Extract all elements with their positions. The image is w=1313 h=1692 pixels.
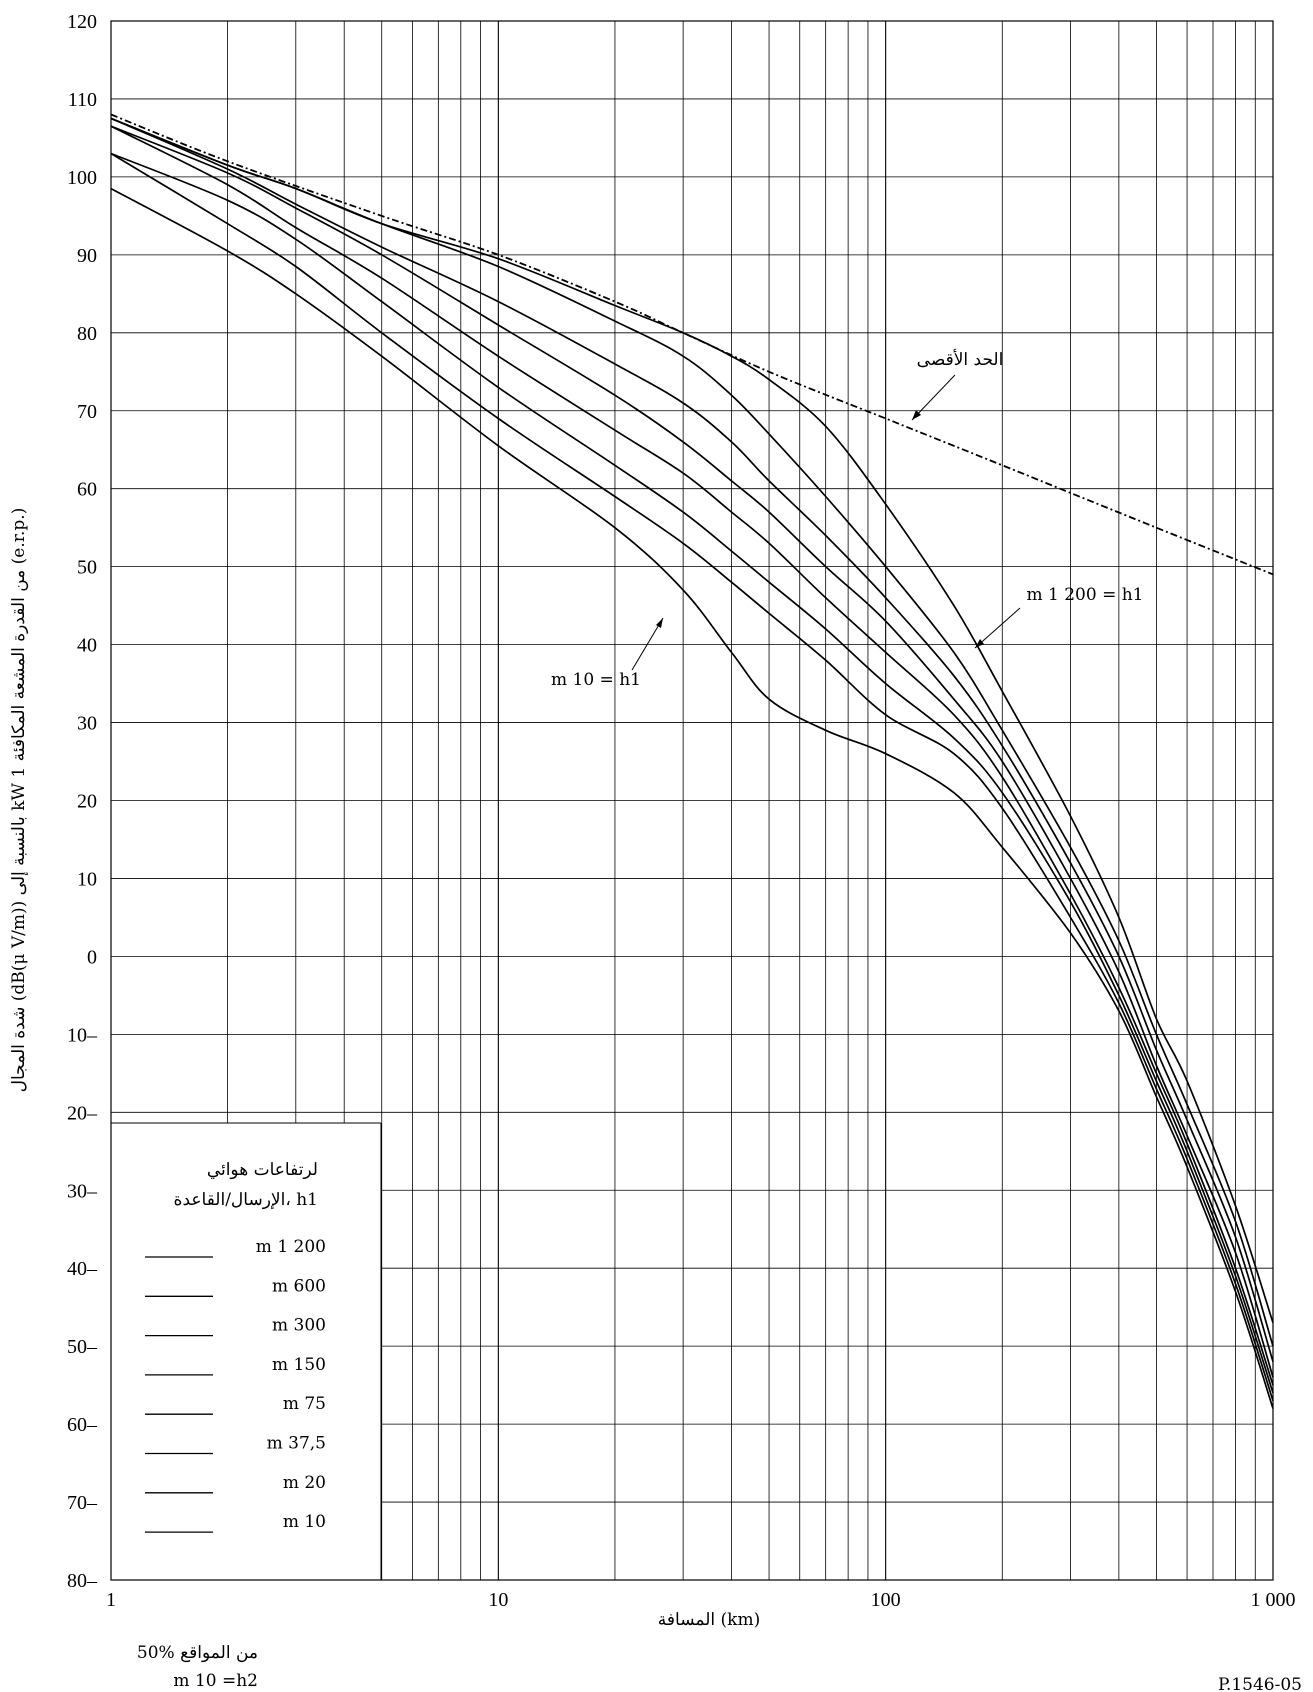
annotation-max: الحد الأقصى (917, 349, 1004, 370)
y-tick-label: 120 (67, 11, 97, 33)
y-tick-label: 40 (77, 635, 97, 657)
legend-title-line1: لرتفاعات هوائي (207, 1160, 318, 1180)
arrow-h1-10 (631, 617, 664, 671)
y-tick-label: 110 (68, 89, 97, 111)
arrow-max (911, 374, 956, 421)
y-axis-label: شدة المجال (dB(μ V/m)) بالنسبة إلى kW 1 … (9, 508, 29, 1093)
y-tick-label: 30– (67, 1180, 98, 1202)
arrowhead-max (912, 410, 921, 420)
series-line (110, 152, 1274, 1394)
y-tick-label: 70– (67, 1492, 98, 1514)
legend-label: m 300 (272, 1316, 326, 1336)
y-tick-label: 40– (67, 1258, 98, 1280)
y-tick-label: 60 (77, 479, 97, 501)
axes (110, 20, 1274, 1581)
x-tick-label: 100 (871, 1589, 901, 1611)
grid (111, 21, 1273, 1580)
x-axis-label: المسافة (km) (658, 1610, 760, 1630)
figure-code: P.1546-05 (1218, 1675, 1302, 1692)
annotation-h1-10: m 10 = h1 (551, 670, 641, 690)
y-tick-label: 10 (77, 868, 97, 890)
legend-label: m 75 (283, 1394, 326, 1414)
legend-label: m 10 (283, 1512, 326, 1532)
legend-background (111, 1123, 381, 1580)
y-tick-label: 80 (77, 323, 97, 345)
y-tick-label: 70 (77, 401, 97, 423)
y-tick-label: 80– (67, 1570, 98, 1592)
y-tick-label: 20– (67, 1102, 98, 1124)
arrowhead-h1-10 (656, 618, 663, 628)
arrowhead-h1-1200 (975, 639, 984, 648)
plot-frame (110, 20, 1274, 1581)
series-line (110, 187, 1274, 1409)
y-tick-label: 30 (77, 713, 97, 735)
footnote-locations: 50% من المواقع (137, 1643, 258, 1663)
series-line (110, 152, 1274, 1401)
footnote-h2: m 10 =h2 (173, 1671, 258, 1691)
max-curve-line (110, 113, 1274, 576)
legend-label: m 600 (272, 1276, 326, 1296)
series-line (110, 117, 1274, 1362)
x-tick-labels: 1 10 100 1 000 (106, 1589, 1296, 1611)
series-line (110, 117, 1274, 1347)
legend-label: m 150 (272, 1355, 326, 1375)
x-tick-label: 10 (488, 1589, 508, 1611)
arrow-h1-1200 (974, 607, 1021, 649)
x-tick-label: 1 000 (1251, 1589, 1296, 1611)
legend-title-line2: الإرسال/القاعدة، h1 (174, 1190, 318, 1210)
series-line (110, 125, 1274, 1378)
legend-label: m 20 (283, 1473, 326, 1493)
series-line (110, 125, 1274, 1386)
curves (110, 113, 1274, 1409)
y-tick-label: 50 (77, 557, 97, 579)
x-tick-label: 1 (106, 1589, 116, 1611)
legend-items: m 1 200 m 600 m 300 m 150 m 75 m 37,5 m 20 m 10 (145, 1237, 326, 1533)
y-tick-label: 50– (67, 1336, 98, 1358)
y-tick-labels: 120110100908070605040302010010–20–30–40–… (67, 11, 98, 1592)
annotation-h1-1200: m 1 200 = h1 (1026, 585, 1143, 605)
y-tick-label: 10– (67, 1024, 98, 1046)
y-tick-label: 90 (77, 245, 97, 267)
legend-label: m 1 200 (256, 1237, 326, 1257)
legend-label: m 37,5 (267, 1434, 326, 1454)
y-tick-label: 20 (77, 791, 97, 813)
y-tick-label: 60– (67, 1414, 98, 1436)
legend: لرتفاعات هوائي الإرسال/القاعدة، h1 m 1 2… (111, 1122, 382, 1580)
y-tick-label: 100 (67, 167, 97, 189)
y-tick-label: 0 (87, 946, 97, 968)
